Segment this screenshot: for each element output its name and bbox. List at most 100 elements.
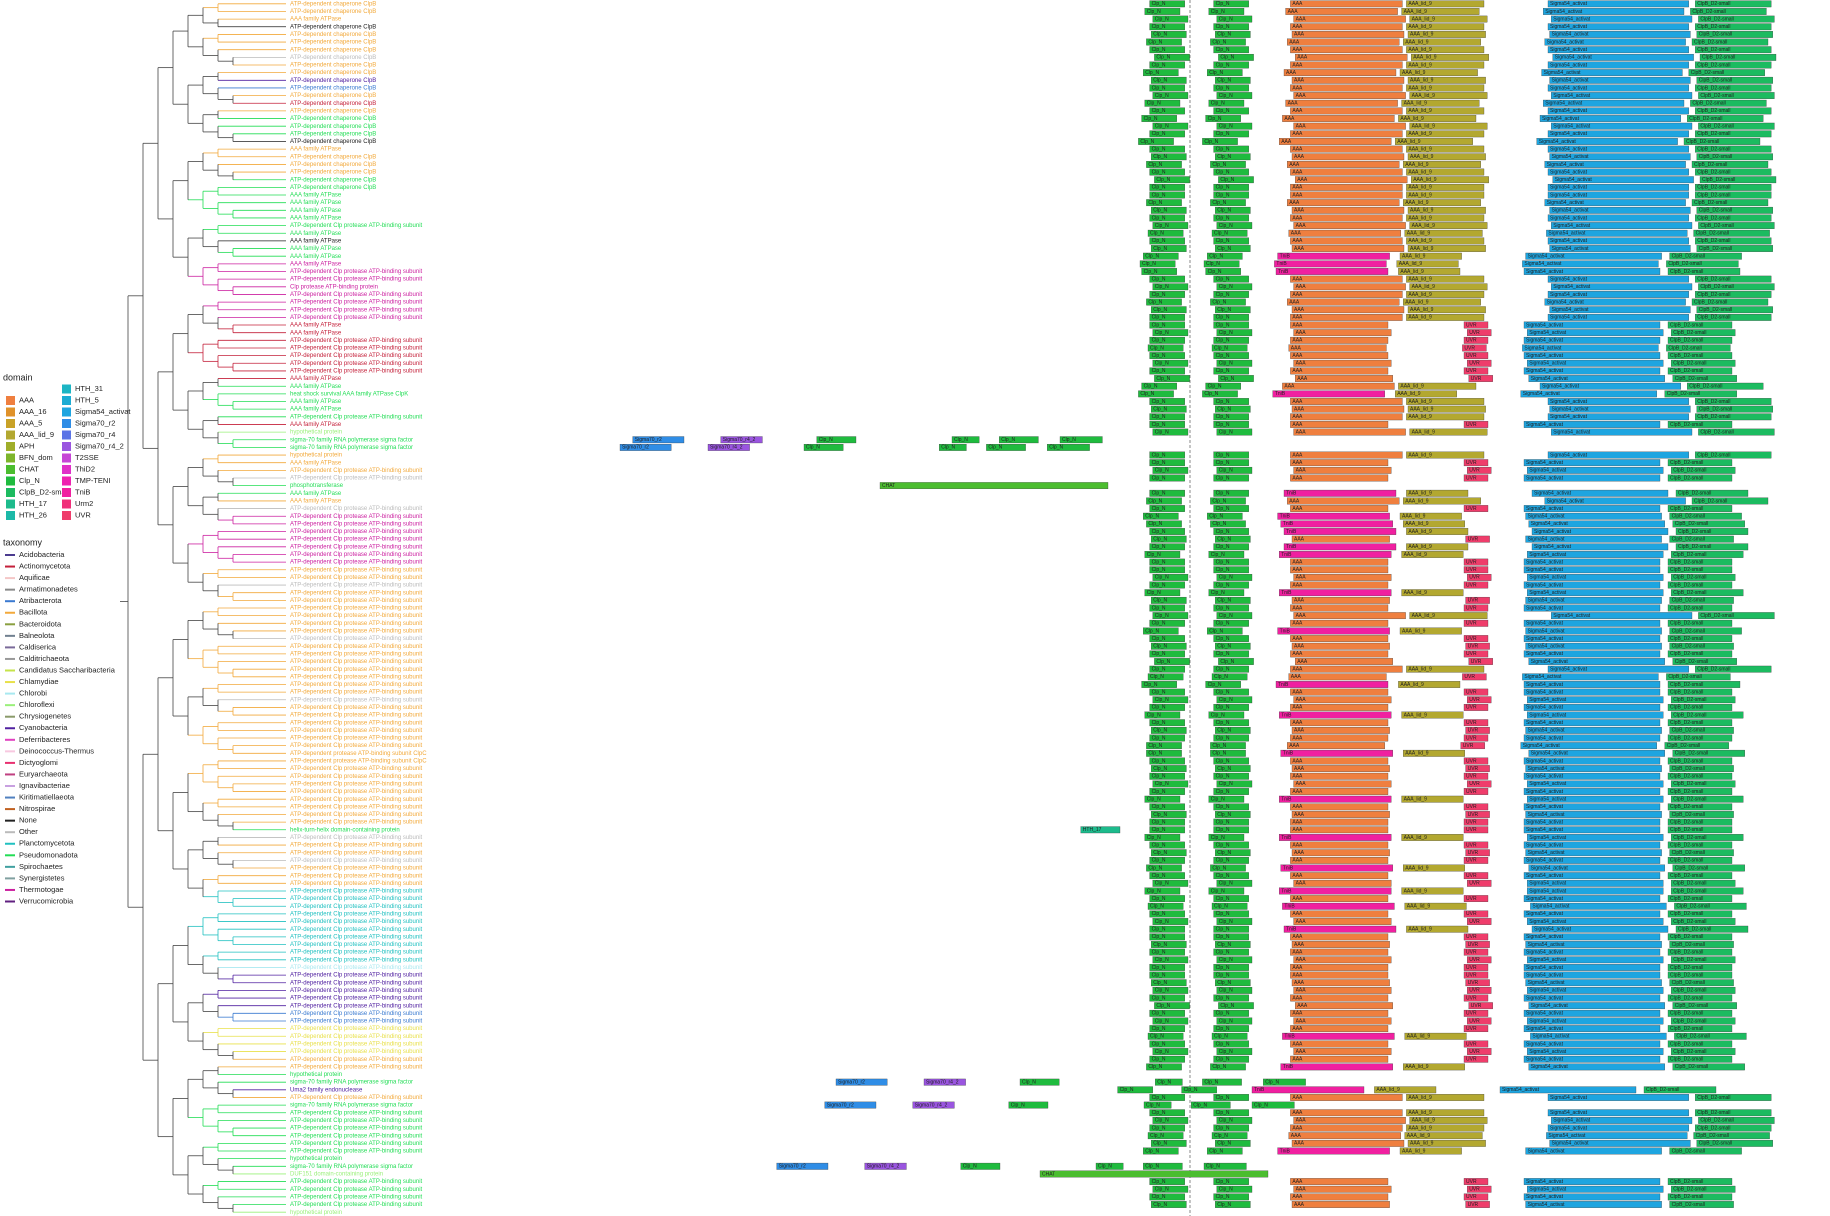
- domain-bar: [1467, 987, 1492, 994]
- domain-bar: [1401, 99, 1480, 107]
- domain-label: AAA_lid_9: [1412, 93, 1436, 99]
- domain-bar: [1463, 1009, 1489, 1017]
- domain-label: Sigma70_r2: [779, 1164, 806, 1170]
- domain-label: Sigma70_r4_2: [926, 1079, 959, 1085]
- domain-bar: [1152, 574, 1189, 581]
- domain-bar: [1205, 681, 1241, 688]
- domain-bar: [1527, 589, 1664, 597]
- domain-label: TniB: [1284, 1034, 1295, 1040]
- domain-label: ClpB_D2-small: [1670, 873, 1703, 879]
- leaf-label: ATP-dependent Clp protease ATP-binding s…: [290, 544, 423, 550]
- domain-label: Clp_N: [1155, 223, 1169, 229]
- leaf-label: ATP-dependent Clp protease ATP-binding s…: [290, 988, 423, 994]
- domain-bar: [1523, 268, 1661, 275]
- domain-label: Clp_N: [1209, 628, 1223, 634]
- domain-bar: [1146, 1063, 1182, 1071]
- domain-label: AAA: [1297, 376, 1308, 382]
- domain-bar: [1290, 933, 1389, 941]
- domain-bar: [1552, 53, 1694, 61]
- domain-bar: [1523, 604, 1661, 612]
- domain-label: Sigma54_activat: [1552, 32, 1590, 38]
- domain-bar: [1406, 61, 1485, 69]
- domain-label: ClpB_D2-small: [1670, 804, 1703, 810]
- domain-label: ClpB_D2-small: [1670, 689, 1703, 695]
- domain-bar: [1144, 795, 1181, 803]
- domain-label: Sigma54_activat: [1553, 1118, 1591, 1124]
- domain-label: Clp_N: [1152, 276, 1166, 282]
- domain-label: Clp_N: [1211, 888, 1225, 894]
- domain-label: ClpB_D2-small: [1670, 1057, 1703, 1063]
- domain-label: AAA: [1292, 995, 1303, 1001]
- domain-bar: [1216, 428, 1253, 436]
- domain-label: Clp_N: [1220, 376, 1234, 382]
- domain-label: AAA: [1292, 667, 1303, 673]
- domain-bar: [1216, 1185, 1253, 1193]
- legend-label: ThiD2: [75, 464, 95, 473]
- domain-bar: [1549, 153, 1691, 161]
- domain-bar: [1215, 596, 1251, 604]
- domain-label: AAA: [1292, 1179, 1303, 1185]
- domain-label: Sigma54_activat: [1526, 735, 1564, 741]
- leaf-label: ATP-dependent Clp protease ATP-binding s…: [290, 659, 423, 665]
- legend-label: Thermotogae: [19, 885, 64, 894]
- domain-bar: [1667, 910, 1733, 918]
- domain-bar: [1698, 612, 1775, 620]
- leaf-label: AAA family ATPase: [290, 147, 342, 153]
- domain-bar: [1149, 421, 1185, 428]
- domain-bar: [1465, 596, 1490, 604]
- domain-label: Sigma54_activat: [1539, 139, 1577, 145]
- domain-label: AAA_lid_9: [1408, 529, 1432, 535]
- legend-label: Euryarchaeota: [19, 769, 69, 778]
- domain-label: AAA: [1292, 949, 1303, 955]
- domain-label: UVR: [1468, 598, 1479, 604]
- leaf-label: ATP-dependent Clp protease ATP-binding s…: [290, 881, 423, 887]
- domain-label: AAA: [1294, 208, 1305, 214]
- domain-bar: [1463, 635, 1489, 642]
- domain-bar: [1149, 619, 1185, 627]
- domain-label: AAA: [1289, 39, 1300, 45]
- domain-label: AAA: [1292, 315, 1303, 321]
- domain-label: UVR: [1466, 873, 1477, 879]
- domain-label: Sigma54_activat: [1526, 582, 1564, 588]
- domain-bar: [1672, 658, 1737, 665]
- domain-label: ClpB_D2-small: [1700, 93, 1733, 99]
- domain-label: Clp_N: [1217, 1141, 1231, 1147]
- domain-bar: [1290, 191, 1403, 199]
- domain-label: Sigma54_activat: [1550, 452, 1588, 458]
- legend-label: Sigma54_activat: [75, 407, 131, 416]
- domain-label: Clp_N: [1217, 154, 1231, 160]
- domain-label: AAA_lid_9: [1404, 101, 1428, 107]
- domain-bar: [1698, 15, 1775, 23]
- domain-label: TniB: [1284, 904, 1295, 910]
- domain-bar: [1409, 15, 1488, 23]
- domain-label: Clp_N: [1212, 162, 1226, 168]
- domain-label: ClpB_D2-small: [1697, 452, 1730, 458]
- domain-bar: [1695, 168, 1772, 176]
- domain-bar: [1547, 665, 1689, 673]
- leaf-label: sigma-70 family RNA polymerase sigma fac…: [290, 1103, 413, 1109]
- domain-label: AAA_lid_9: [1410, 32, 1434, 38]
- domain-label: UVR: [1466, 1194, 1477, 1200]
- domain-label: HTH_17: [1083, 827, 1102, 833]
- domain-bar: [1151, 765, 1187, 772]
- domain-bar: [1208, 834, 1245, 841]
- domain-label: AAA: [1296, 988, 1307, 994]
- domain-label: Sigma54_activat: [1552, 307, 1590, 313]
- domain-label: Clp_N: [1152, 185, 1166, 191]
- domain-bar: [1280, 749, 1393, 757]
- domain-bar: [1216, 15, 1253, 23]
- domain-label: ClpB_D2-small: [1670, 651, 1703, 657]
- domain-label: Sigma70_r2: [838, 1079, 865, 1085]
- domain-bar: [1213, 994, 1249, 1002]
- domain-bar: [1667, 581, 1733, 589]
- domain-label: Clp_N: [1216, 1110, 1230, 1116]
- domain-label: UVR: [1466, 789, 1477, 795]
- domain-label: Clp_N: [1216, 1011, 1230, 1017]
- domain-label: Clp_N: [1254, 1102, 1268, 1108]
- leaf-label: ATP-dependent Clp protease ATP-binding s…: [290, 537, 423, 543]
- domain-bar: [1695, 398, 1772, 405]
- domain-bar: [1210, 161, 1246, 168]
- domain-bar: [1523, 964, 1661, 971]
- domain-label: AAA: [1284, 384, 1295, 390]
- domain-label: AAA_lid_9: [1408, 399, 1432, 405]
